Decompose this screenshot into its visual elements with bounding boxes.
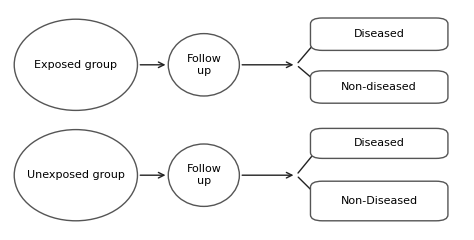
Text: Diseased: Diseased	[354, 29, 405, 39]
Text: Follow
up: Follow up	[186, 164, 221, 186]
Ellipse shape	[14, 130, 137, 221]
FancyBboxPatch shape	[310, 71, 448, 103]
Text: Non-diseased: Non-diseased	[341, 82, 417, 92]
Text: Diseased: Diseased	[354, 138, 405, 148]
Text: Unexposed group: Unexposed group	[27, 170, 125, 180]
Ellipse shape	[14, 19, 137, 110]
FancyBboxPatch shape	[310, 18, 448, 50]
FancyBboxPatch shape	[310, 181, 448, 221]
Text: Exposed group: Exposed group	[34, 60, 118, 70]
FancyBboxPatch shape	[310, 128, 448, 158]
Ellipse shape	[168, 144, 239, 206]
Text: Follow
up: Follow up	[186, 54, 221, 76]
Ellipse shape	[168, 34, 239, 96]
Text: Non-Diseased: Non-Diseased	[341, 196, 418, 206]
